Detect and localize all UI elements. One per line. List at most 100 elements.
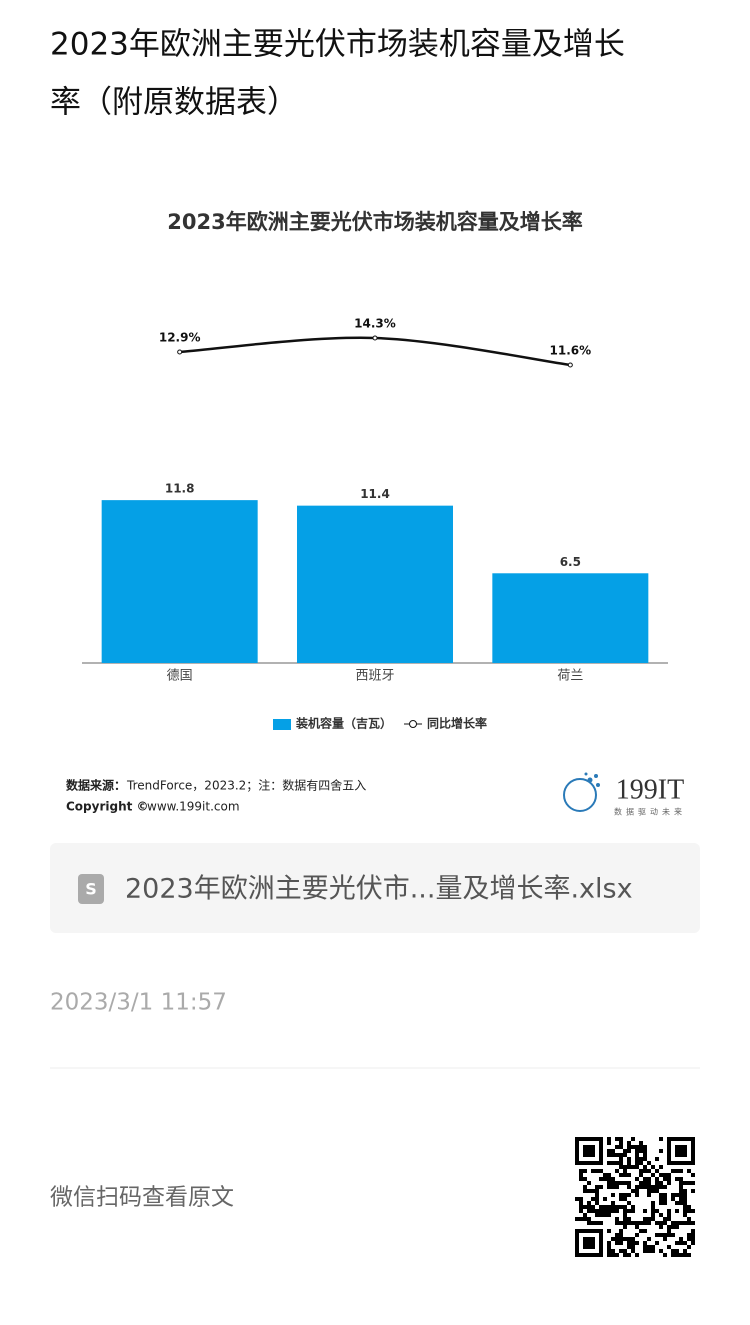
qr-module bbox=[607, 1177, 611, 1181]
qr-module bbox=[687, 1253, 691, 1257]
qr-module bbox=[623, 1221, 627, 1225]
qr-module bbox=[607, 1141, 611, 1145]
qr-module bbox=[659, 1165, 663, 1169]
qr-module bbox=[683, 1205, 687, 1209]
qr-module bbox=[667, 1225, 671, 1229]
qr-module bbox=[619, 1161, 623, 1165]
qr-module bbox=[655, 1221, 659, 1225]
qr-module bbox=[663, 1197, 667, 1201]
qr-module bbox=[619, 1229, 623, 1233]
qr-module bbox=[655, 1177, 659, 1181]
qr-module bbox=[627, 1185, 631, 1189]
qr-module bbox=[671, 1233, 675, 1237]
qr-module bbox=[627, 1161, 631, 1165]
qr-module bbox=[675, 1193, 679, 1197]
qr-module bbox=[591, 1221, 595, 1225]
qr-module bbox=[655, 1241, 659, 1245]
qr-module bbox=[615, 1185, 619, 1189]
qr-module bbox=[615, 1145, 619, 1149]
qr-finder bbox=[675, 1145, 687, 1157]
qr-module bbox=[615, 1153, 619, 1157]
qr-module bbox=[687, 1181, 691, 1185]
page-title: 率（附原数据表） bbox=[50, 85, 298, 121]
qr-module bbox=[687, 1205, 691, 1209]
qr-module bbox=[607, 1137, 611, 1141]
qr-module bbox=[591, 1169, 595, 1173]
qr-module bbox=[643, 1157, 647, 1161]
qr-module bbox=[603, 1197, 607, 1201]
qr-module bbox=[659, 1233, 663, 1237]
qr-module bbox=[583, 1189, 587, 1193]
qr-module bbox=[619, 1157, 623, 1161]
source-text: TrendForce，2023.2；注：数据有四舍五入 bbox=[126, 778, 366, 793]
qr-module bbox=[691, 1241, 695, 1245]
qr-module bbox=[647, 1245, 651, 1249]
qr-module bbox=[611, 1249, 615, 1253]
file-name[interactable]: 2023年欧洲主要光伏市...量及增长率.xlsx bbox=[125, 874, 633, 905]
line-marker bbox=[177, 349, 183, 355]
file-icon bbox=[78, 874, 104, 904]
qr-module bbox=[683, 1189, 687, 1193]
qr-module bbox=[575, 1217, 579, 1221]
qr-module bbox=[579, 1169, 583, 1173]
qr-module bbox=[635, 1185, 639, 1189]
qr-module bbox=[619, 1153, 623, 1157]
qr-module bbox=[675, 1253, 679, 1257]
qr-module bbox=[683, 1181, 687, 1185]
qr-module bbox=[619, 1241, 623, 1245]
qr-module bbox=[659, 1173, 663, 1177]
qr-module bbox=[691, 1221, 695, 1225]
line-marker bbox=[567, 362, 573, 368]
file-card[interactable] bbox=[50, 843, 700, 933]
qr-module bbox=[671, 1253, 675, 1257]
qr-module bbox=[603, 1205, 607, 1209]
qr-module bbox=[587, 1221, 591, 1225]
qr-module bbox=[623, 1153, 627, 1157]
qr-module bbox=[671, 1197, 675, 1201]
qr-module bbox=[579, 1209, 583, 1213]
qr-module bbox=[619, 1197, 623, 1201]
qr-module bbox=[691, 1229, 695, 1233]
qr-module bbox=[659, 1137, 663, 1141]
qr-module bbox=[639, 1185, 643, 1189]
qr-module bbox=[619, 1233, 623, 1237]
qr-module bbox=[683, 1197, 687, 1201]
qr-module bbox=[627, 1193, 631, 1197]
qr-module bbox=[639, 1157, 643, 1161]
qr-module bbox=[587, 1217, 591, 1221]
qr-code[interactable] bbox=[575, 1137, 695, 1257]
qr-module bbox=[611, 1205, 615, 1209]
qr-module bbox=[611, 1209, 615, 1213]
qr-module bbox=[675, 1241, 679, 1245]
qr-module bbox=[655, 1157, 659, 1161]
qr-module bbox=[631, 1249, 635, 1253]
qr-module bbox=[671, 1193, 675, 1197]
qr-module bbox=[599, 1177, 603, 1181]
qr-module bbox=[659, 1213, 663, 1217]
qr-module bbox=[647, 1169, 651, 1173]
qr-module bbox=[663, 1185, 667, 1189]
qr-module bbox=[607, 1209, 611, 1213]
qr-module bbox=[619, 1145, 623, 1149]
qr-module bbox=[579, 1217, 583, 1221]
qr-finder bbox=[583, 1237, 595, 1249]
qr-module bbox=[611, 1185, 615, 1189]
qr-module bbox=[619, 1181, 623, 1185]
qr-module bbox=[627, 1241, 631, 1245]
qr-module bbox=[587, 1181, 591, 1185]
qr-module bbox=[607, 1229, 611, 1233]
qr-module bbox=[679, 1237, 683, 1241]
qr-module bbox=[615, 1169, 619, 1173]
qr-module bbox=[675, 1249, 679, 1253]
qr-module bbox=[639, 1141, 643, 1145]
logo-icon bbox=[563, 772, 600, 812]
qr-module bbox=[603, 1173, 607, 1177]
qr-module bbox=[591, 1197, 595, 1201]
qr-module bbox=[611, 1253, 615, 1257]
qr-module bbox=[655, 1169, 659, 1173]
qr-module bbox=[691, 1173, 695, 1177]
qr-module bbox=[635, 1221, 639, 1225]
qr-module bbox=[631, 1241, 635, 1245]
qr-module bbox=[595, 1197, 599, 1201]
data-label: 12.9% bbox=[159, 331, 201, 345]
